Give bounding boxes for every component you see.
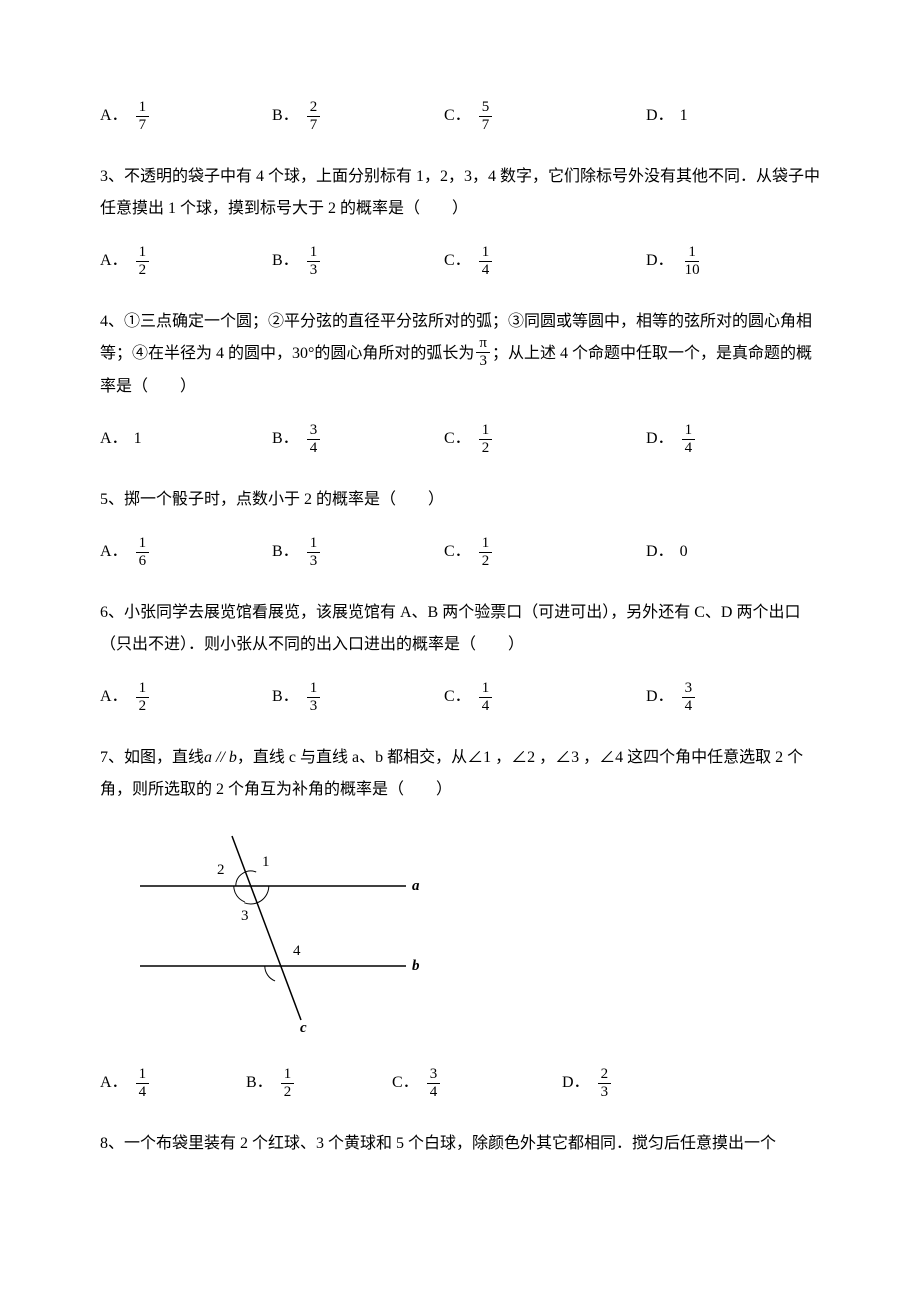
option-label: A．: [100, 1069, 128, 1098]
option-label: D．: [646, 538, 674, 567]
q5-option-c: C． 12: [444, 536, 646, 569]
geometry-figure: 1 2 3 4 a b c: [120, 826, 440, 1036]
q3-option-a: A． 12: [100, 245, 272, 278]
fraction: 14: [479, 681, 493, 714]
q4-option-b: B． 34: [272, 423, 444, 456]
q7-option-a: A． 14: [100, 1067, 246, 1100]
option-label: D．: [646, 247, 674, 276]
option-label: B．: [272, 425, 299, 454]
option-label: C．: [444, 425, 471, 454]
q5-option-b: B． 13: [272, 536, 444, 569]
option-label: D．: [646, 683, 674, 712]
q6-option-b: B． 13: [272, 681, 444, 714]
q8-text: 8、一个布袋里装有 2 个红球、3 个黄球和 5 个白球，除颜色外其它都相同．搅…: [100, 1128, 820, 1160]
q5-option-d: D． 0: [646, 536, 688, 569]
option-label: C．: [444, 247, 471, 276]
fraction: 13: [307, 536, 321, 569]
q5-option-a: A． 16: [100, 536, 272, 569]
option-label: B．: [272, 102, 299, 131]
q6-option-c: C． 14: [444, 681, 646, 714]
option-label: A．: [100, 102, 128, 131]
svg-text:a: a: [412, 878, 420, 894]
fraction: 13: [307, 681, 321, 714]
option-value: 1: [134, 425, 142, 454]
fraction: 13: [307, 245, 321, 278]
q7-text-mid1: a // b: [204, 749, 237, 766]
fraction: 34: [682, 681, 696, 714]
fraction: 34: [427, 1067, 441, 1100]
q6-option-d: D． 34: [646, 681, 697, 714]
q5-options: A． 16 B． 13 C． 12 D． 0: [100, 536, 820, 569]
option-label: C．: [444, 102, 471, 131]
svg-text:4: 4: [293, 943, 301, 959]
option-label: A．: [100, 425, 128, 454]
svg-text:c: c: [300, 1020, 307, 1036]
fraction: 12: [281, 1067, 295, 1100]
fraction: 14: [136, 1067, 150, 1100]
option-label: B．: [272, 538, 299, 567]
option-label: D．: [646, 102, 674, 131]
q3-option-d: D． 110: [646, 245, 705, 278]
q4-options: A． 1 B． 34 C． 12 D． 14: [100, 423, 820, 456]
option-label: C．: [392, 1069, 419, 1098]
fraction: 23: [598, 1067, 612, 1100]
q7-option-b: B． 12: [246, 1067, 392, 1100]
fraction: 34: [307, 423, 321, 456]
fraction: 1 7: [136, 100, 150, 133]
fraction: 5 7: [479, 100, 493, 133]
q2-option-c: C． 5 7: [444, 100, 646, 133]
svg-text:2: 2: [217, 862, 225, 878]
q4-option-a: A． 1: [100, 423, 272, 456]
option-label: A．: [100, 247, 128, 276]
q7-option-d: D． 23: [562, 1067, 613, 1100]
svg-text:b: b: [412, 958, 420, 974]
q7-text-pre: 7、如图，直线: [100, 749, 204, 766]
fraction: π3: [476, 336, 490, 369]
q2-options: A． 1 7 B． 2 7 C． 5 7 D． 1: [100, 100, 820, 133]
option-label: D．: [646, 425, 674, 454]
q2-option-d: D． 1: [646, 100, 688, 133]
q7-options: A． 14 B． 12 C． 34 D． 23: [100, 1067, 820, 1100]
fraction: 12: [136, 681, 150, 714]
fraction: 14: [479, 245, 493, 278]
option-label: B．: [272, 683, 299, 712]
option-label: B．: [272, 247, 299, 276]
q6-text: 6、小张同学去展览馆看展览，该展览馆有 A、B 两个验票口（可进可出），另外还有…: [100, 597, 820, 661]
option-label: A．: [100, 683, 128, 712]
option-label: B．: [246, 1069, 273, 1098]
q6-option-a: A． 12: [100, 681, 272, 714]
fraction: 12: [136, 245, 150, 278]
q4-option-c: C． 12: [444, 423, 646, 456]
fraction: 110: [682, 245, 703, 278]
fraction: 16: [136, 536, 150, 569]
fraction: 12: [479, 423, 493, 456]
option-value: 1: [680, 102, 688, 131]
q6-options: A． 12 B． 13 C． 14 D． 34: [100, 681, 820, 714]
option-label: C．: [444, 538, 471, 567]
q3-option-c: C． 14: [444, 245, 646, 278]
q4-text: 4、①三点确定一个圆；②平分弦的直径平分弦所对的弧；③同圆或等圆中，相等的弦所对…: [100, 306, 820, 403]
fraction: 12: [479, 536, 493, 569]
q7-diagram: 1 2 3 4 a b c: [120, 826, 820, 1047]
q4-option-d: D． 14: [646, 423, 697, 456]
q3-option-b: B． 13: [272, 245, 444, 278]
q2-option-b: B． 2 7: [272, 100, 444, 133]
svg-text:1: 1: [262, 854, 270, 870]
q7-option-c: C． 34: [392, 1067, 562, 1100]
q3-text: 3、不透明的袋子中有 4 个球，上面分别标有 1，2，3，4 数字，它们除标号外…: [100, 161, 820, 225]
q3-options: A． 12 B． 13 C． 14 D． 110: [100, 245, 820, 278]
option-value: 0: [680, 538, 688, 567]
q5-text: 5、掷一个骰子时，点数小于 2 的概率是（ ）: [100, 484, 820, 516]
fraction: 14: [682, 423, 696, 456]
option-label: C．: [444, 683, 471, 712]
q2-option-a: A． 1 7: [100, 100, 272, 133]
q7-text: 7、如图，直线a // b，直线 c 与直线 a、b 都相交，从∠1 ，∠2 ，…: [100, 742, 820, 806]
svg-text:3: 3: [241, 908, 249, 924]
option-label: D．: [562, 1069, 590, 1098]
option-label: A．: [100, 538, 128, 567]
fraction: 2 7: [307, 100, 321, 133]
